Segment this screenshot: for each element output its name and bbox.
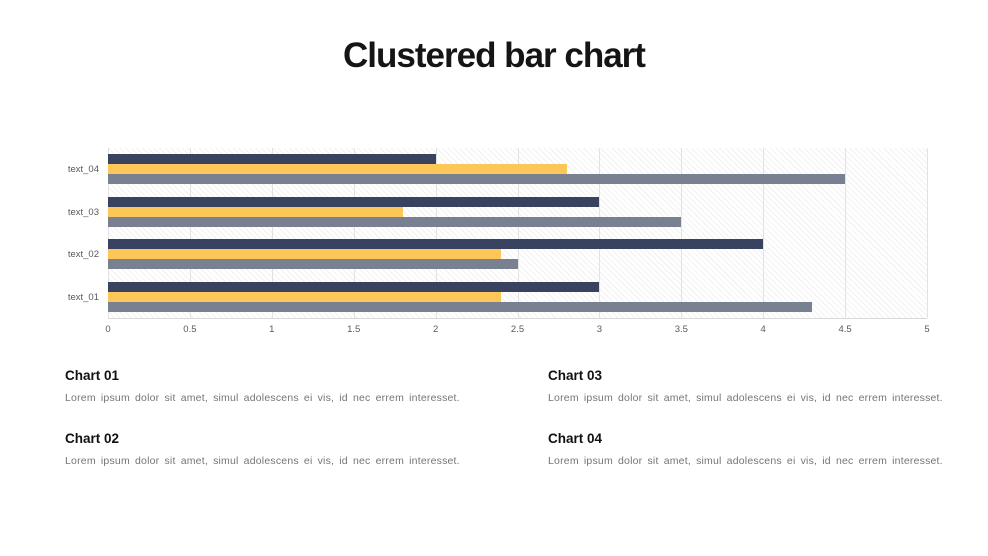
text-block-chart-01: Chart 01 Lorem ipsum dolor sit amet, sim… [65, 368, 497, 404]
section-heading: Chart 03 [548, 368, 603, 383]
bar-gray-text_03 [108, 216, 682, 227]
bar-cluster-text_01 [108, 276, 927, 319]
clustered-bar-chart: text_04 text_03 text_02 text_01 0 0.5 1 1.5 2 2.… [68, 148, 930, 335]
gridline [353, 148, 355, 318]
bar-navy-text_01 [108, 281, 600, 292]
section-body: Lorem ipsum dolor sit amet, simul adoles… [548, 455, 943, 467]
bar-yellow-text_03 [108, 206, 403, 217]
gridline [435, 148, 437, 318]
gridline [189, 148, 191, 318]
bar-yellow-text_04 [108, 164, 567, 175]
bar-navy-text_03 [108, 196, 600, 207]
gridline [599, 148, 601, 318]
plot-area [108, 148, 928, 319]
text-block-chart-03: Chart 03 Lorem ipsum dolor sit amet, sim… [548, 368, 980, 404]
x-tick-label: 0.5 [183, 324, 197, 335]
bar-cluster-text_04 [108, 148, 927, 191]
section-body: Lorem ipsum dolor sit amet, simul adoles… [65, 392, 460, 404]
bar-gray-text_01 [108, 301, 813, 312]
bar-navy-text_02 [108, 239, 764, 250]
category-label-text_02: text_02 [67, 249, 99, 261]
x-tick-label: 1 [269, 324, 275, 335]
text-column-left: Chart 01 Lorem ipsum dolor sit amet, sim… [65, 368, 497, 494]
category-labels: text_04 text_03 text_02 text_01 [68, 148, 108, 319]
bar-cluster-text_02 [108, 233, 927, 276]
x-tick-label: 2 [432, 324, 439, 335]
category-label-text_03: text_03 [67, 206, 99, 218]
bar-navy-text_04 [108, 154, 436, 165]
slide-title: Clustered bar chart [343, 36, 646, 75]
x-tick-label: 2.5 [510, 324, 525, 335]
category-label-text_01: text_01 [67, 292, 99, 304]
x-tick-label: 0 [105, 324, 111, 335]
gridline [927, 148, 928, 318]
bar-gray-text_04 [108, 174, 846, 185]
section-body: Lorem ipsum dolor sit amet, simul adoles… [548, 392, 943, 404]
gridline [108, 148, 109, 318]
gridline [763, 148, 765, 318]
bar-cluster-text_03 [108, 191, 927, 234]
gridline [517, 148, 519, 318]
section-heading: Chart 04 [548, 431, 603, 446]
x-tick-label: 1.5 [347, 324, 361, 335]
section-body: Lorem ipsum dolor sit amet, simul adoles… [65, 455, 460, 467]
gridline [681, 148, 683, 318]
x-axis-labels: 0 0.5 1 1.5 2 2.5 3 3.5 4 4.5 5 [105, 324, 930, 340]
x-tick-label: 3.5 [674, 324, 688, 335]
bar-yellow-text_01 [108, 291, 502, 302]
section-heading: Chart 01 [65, 368, 120, 383]
x-tick-label: 5 [924, 324, 930, 335]
x-tick-label: 4 [760, 324, 766, 335]
x-tick-label: 4.5 [838, 324, 852, 335]
category-label-text_04: text_04 [67, 163, 99, 175]
gridline [845, 148, 847, 318]
text-column-right: Chart 03 Lorem ipsum dolor sit amet, sim… [548, 368, 980, 494]
bar-yellow-text_02 [108, 249, 502, 260]
gridline [271, 148, 273, 318]
text-block-chart-04: Chart 04 Lorem ipsum dolor sit amet, sim… [548, 431, 980, 467]
bar-gray-text_02 [108, 259, 518, 270]
text-block-chart-02: Chart 02 Lorem ipsum dolor sit amet, sim… [65, 431, 497, 467]
x-tick-label: 3 [596, 324, 603, 335]
section-heading: Chart 02 [65, 431, 120, 446]
